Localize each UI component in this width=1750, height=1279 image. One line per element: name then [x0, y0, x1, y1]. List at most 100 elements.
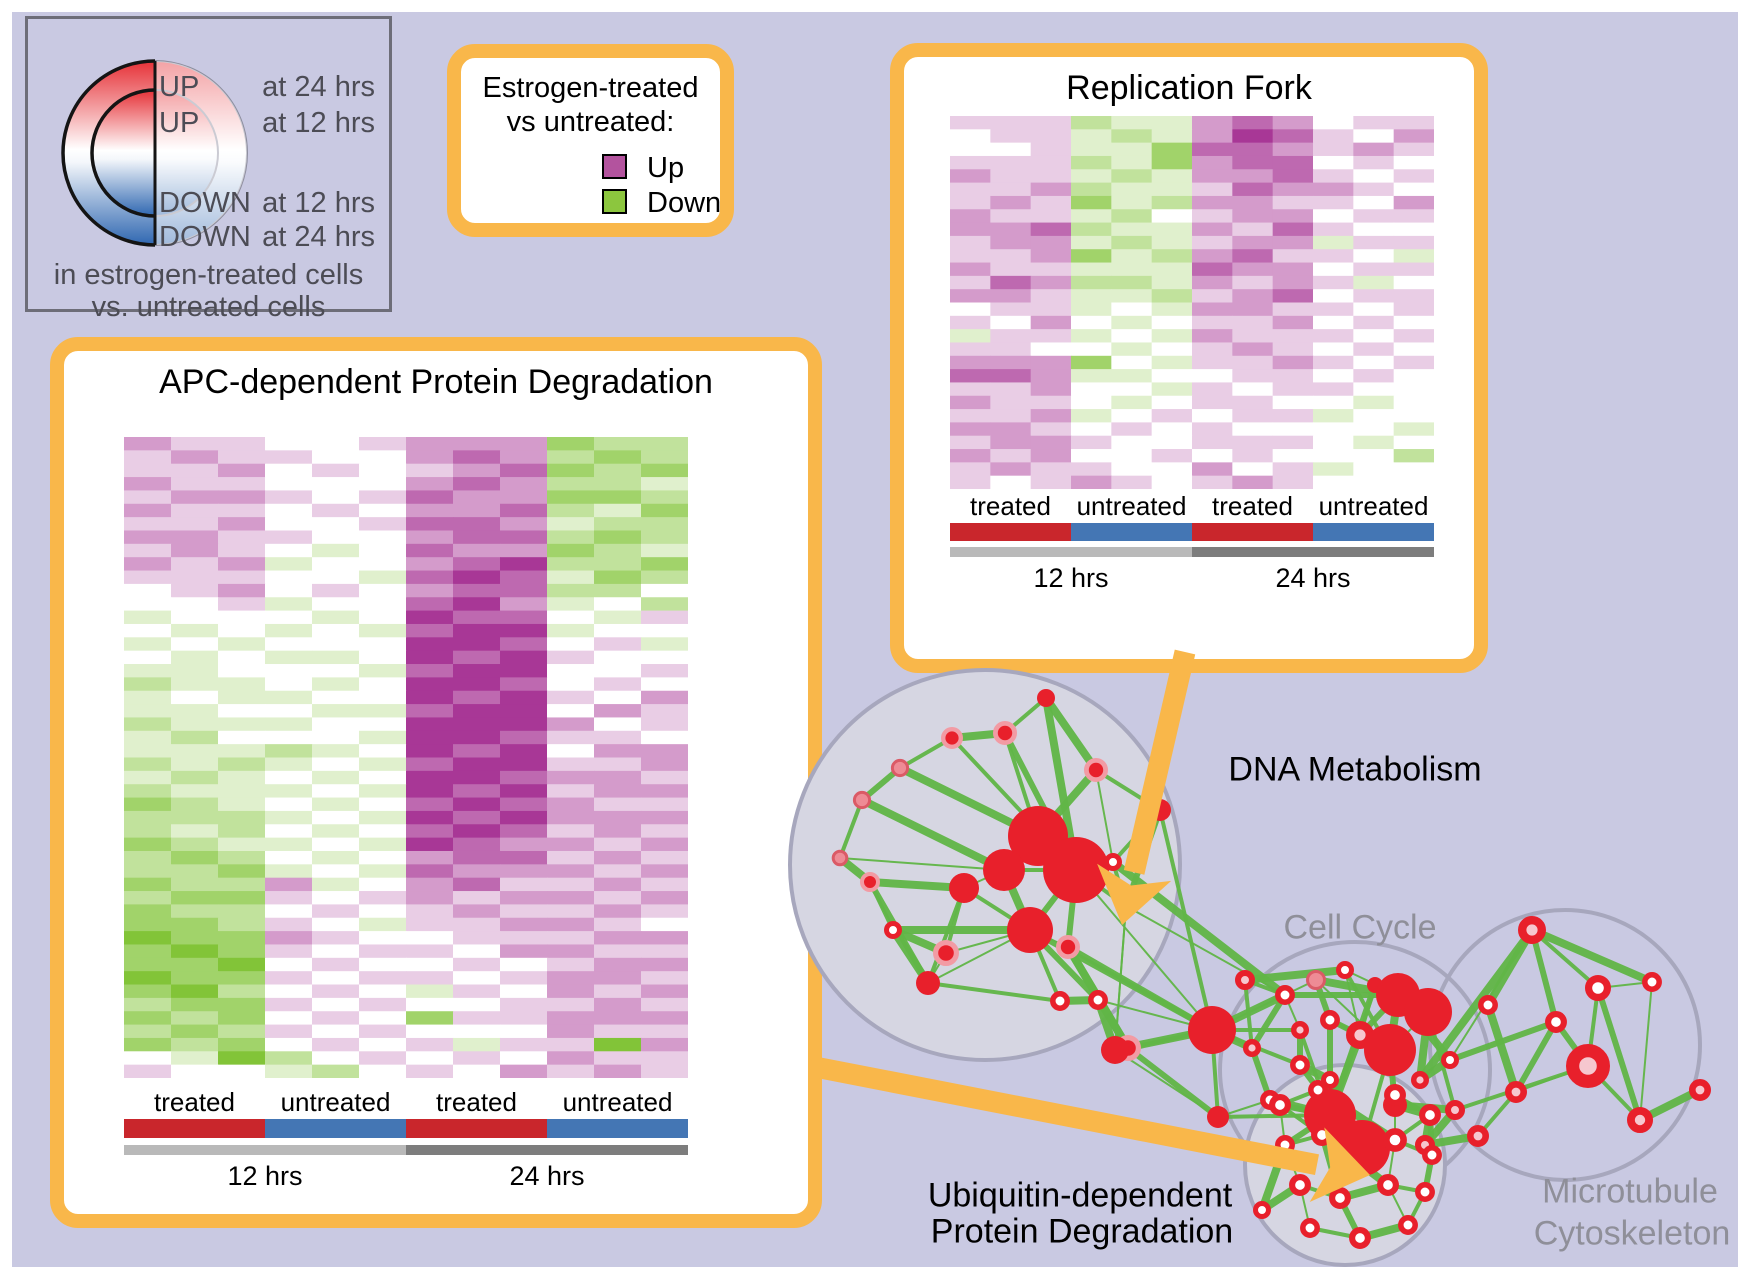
heatmap-cell	[218, 623, 266, 638]
heatmap-cell	[1192, 355, 1233, 370]
heatmap-cell	[453, 717, 501, 732]
heatmap-cell	[312, 1011, 360, 1026]
heatmap-cell	[1111, 355, 1153, 370]
heatmap-cell	[1111, 315, 1153, 330]
heatmap-cell	[171, 730, 219, 745]
heatmap-cell	[265, 917, 313, 932]
heatmap-cell	[453, 770, 501, 785]
heatmap-cell	[218, 437, 266, 451]
heatmap-cell	[1111, 249, 1153, 264]
heatmap-cell	[1353, 169, 1395, 184]
heatmap-cell	[1393, 355, 1434, 370]
heatmap-cell	[547, 850, 595, 865]
rf-group-label-4: untreated	[1318, 491, 1429, 521]
heatmap-cell	[124, 904, 172, 919]
heatmap-cell	[500, 864, 548, 879]
heatmap-cell	[171, 664, 219, 678]
heatmap-cell	[1030, 182, 1072, 197]
heatmap-cell	[547, 704, 595, 718]
heatmap-cell	[500, 971, 548, 986]
heatmap-cell	[124, 824, 172, 839]
heatmap-cell	[1192, 235, 1233, 250]
heatmap-cell	[359, 824, 407, 839]
heatmap-cell	[265, 850, 313, 865]
heatmap-cell	[547, 637, 595, 652]
heatmap-cell	[950, 116, 991, 130]
heatmap-cell	[312, 877, 360, 892]
heatmap-cell	[594, 891, 642, 905]
heatmap-cell	[1393, 382, 1434, 397]
heatmap-cell	[265, 517, 313, 531]
heatmap-cell	[453, 971, 501, 986]
heatmap-cell	[171, 810, 219, 825]
heatmap-cell	[500, 690, 548, 705]
heatmap-cell	[990, 355, 1032, 370]
heatmap-cell	[950, 155, 991, 170]
heatmap-cell	[1071, 395, 1112, 410]
heatmap-cell	[1232, 155, 1274, 170]
heatmap-cell	[641, 770, 688, 785]
heatmap-cell	[1353, 449, 1395, 463]
heatmap-cell	[1071, 449, 1112, 463]
heatmap-cell	[1111, 422, 1153, 437]
heatmap-cell	[594, 877, 642, 892]
heatmap-cell	[1192, 382, 1233, 397]
heatmap-cell	[594, 463, 642, 478]
heatmap-cell	[500, 437, 548, 451]
heatmap-cell	[124, 517, 172, 531]
heatmap-cell	[218, 704, 266, 718]
heatmap-cell	[359, 757, 407, 772]
heatmap-cell	[594, 971, 642, 986]
heatmap-cell	[500, 543, 548, 558]
heatmap-cell	[547, 570, 595, 585]
heatmap-cell	[547, 744, 595, 758]
heatmap-cell	[1313, 449, 1354, 463]
heatmap-cell	[1393, 249, 1434, 264]
heatmap-cell	[124, 784, 172, 799]
heatmap-cell	[1393, 116, 1434, 130]
heatmap-cell	[265, 864, 313, 879]
heatmap-cell	[1030, 289, 1072, 303]
heatmap-cell	[171, 610, 219, 625]
heatmap-cell	[406, 570, 454, 585]
heatmap-cell	[359, 570, 407, 585]
heatmap-cell	[594, 503, 642, 518]
heatmap-cell	[1111, 435, 1153, 450]
heatmap-cell	[453, 984, 501, 999]
heatmap-cell	[218, 770, 266, 785]
heatmap-cell	[1071, 195, 1112, 210]
heatmap-cell	[1030, 382, 1072, 397]
heatmap-cell	[171, 891, 219, 905]
heatmap-cell	[312, 1037, 360, 1052]
heatmap-cell	[1393, 129, 1434, 144]
heatmap-cell	[218, 490, 266, 505]
heatmap-cell	[171, 437, 219, 451]
heatmap-cell	[1272, 289, 1314, 303]
heatmap-cell	[1030, 235, 1072, 250]
heatmap-cell	[1232, 382, 1274, 397]
heatmap-cell	[1393, 475, 1434, 489]
heatmap-cell	[406, 957, 454, 972]
heatmap-cell	[171, 463, 219, 478]
heatmap-cell	[950, 355, 991, 370]
heatmap-cell	[218, 664, 266, 678]
heatmap-cell	[312, 957, 360, 972]
heatmap-cell	[406, 1011, 454, 1026]
heatmap-cell	[594, 664, 642, 678]
heatmap-cell	[359, 784, 407, 799]
heatmap-cell	[641, 530, 688, 545]
heatmap-cell	[453, 503, 501, 518]
heatmap-cell	[124, 570, 172, 585]
heatmap-cell	[124, 1051, 172, 1066]
heatmap-cell	[547, 784, 595, 799]
heatmap-cell	[1232, 395, 1274, 410]
heatmap-cell	[594, 1011, 642, 1026]
heatmap-cell	[171, 744, 219, 758]
heatmap-cell	[1272, 302, 1314, 317]
heatmap-cell	[406, 757, 454, 772]
heatmap-cell	[1272, 209, 1314, 224]
heatmap-cell	[359, 463, 407, 478]
heatmap-cell	[1393, 422, 1434, 437]
heatmap-cell	[406, 503, 454, 518]
heatmap-cell	[950, 262, 991, 277]
